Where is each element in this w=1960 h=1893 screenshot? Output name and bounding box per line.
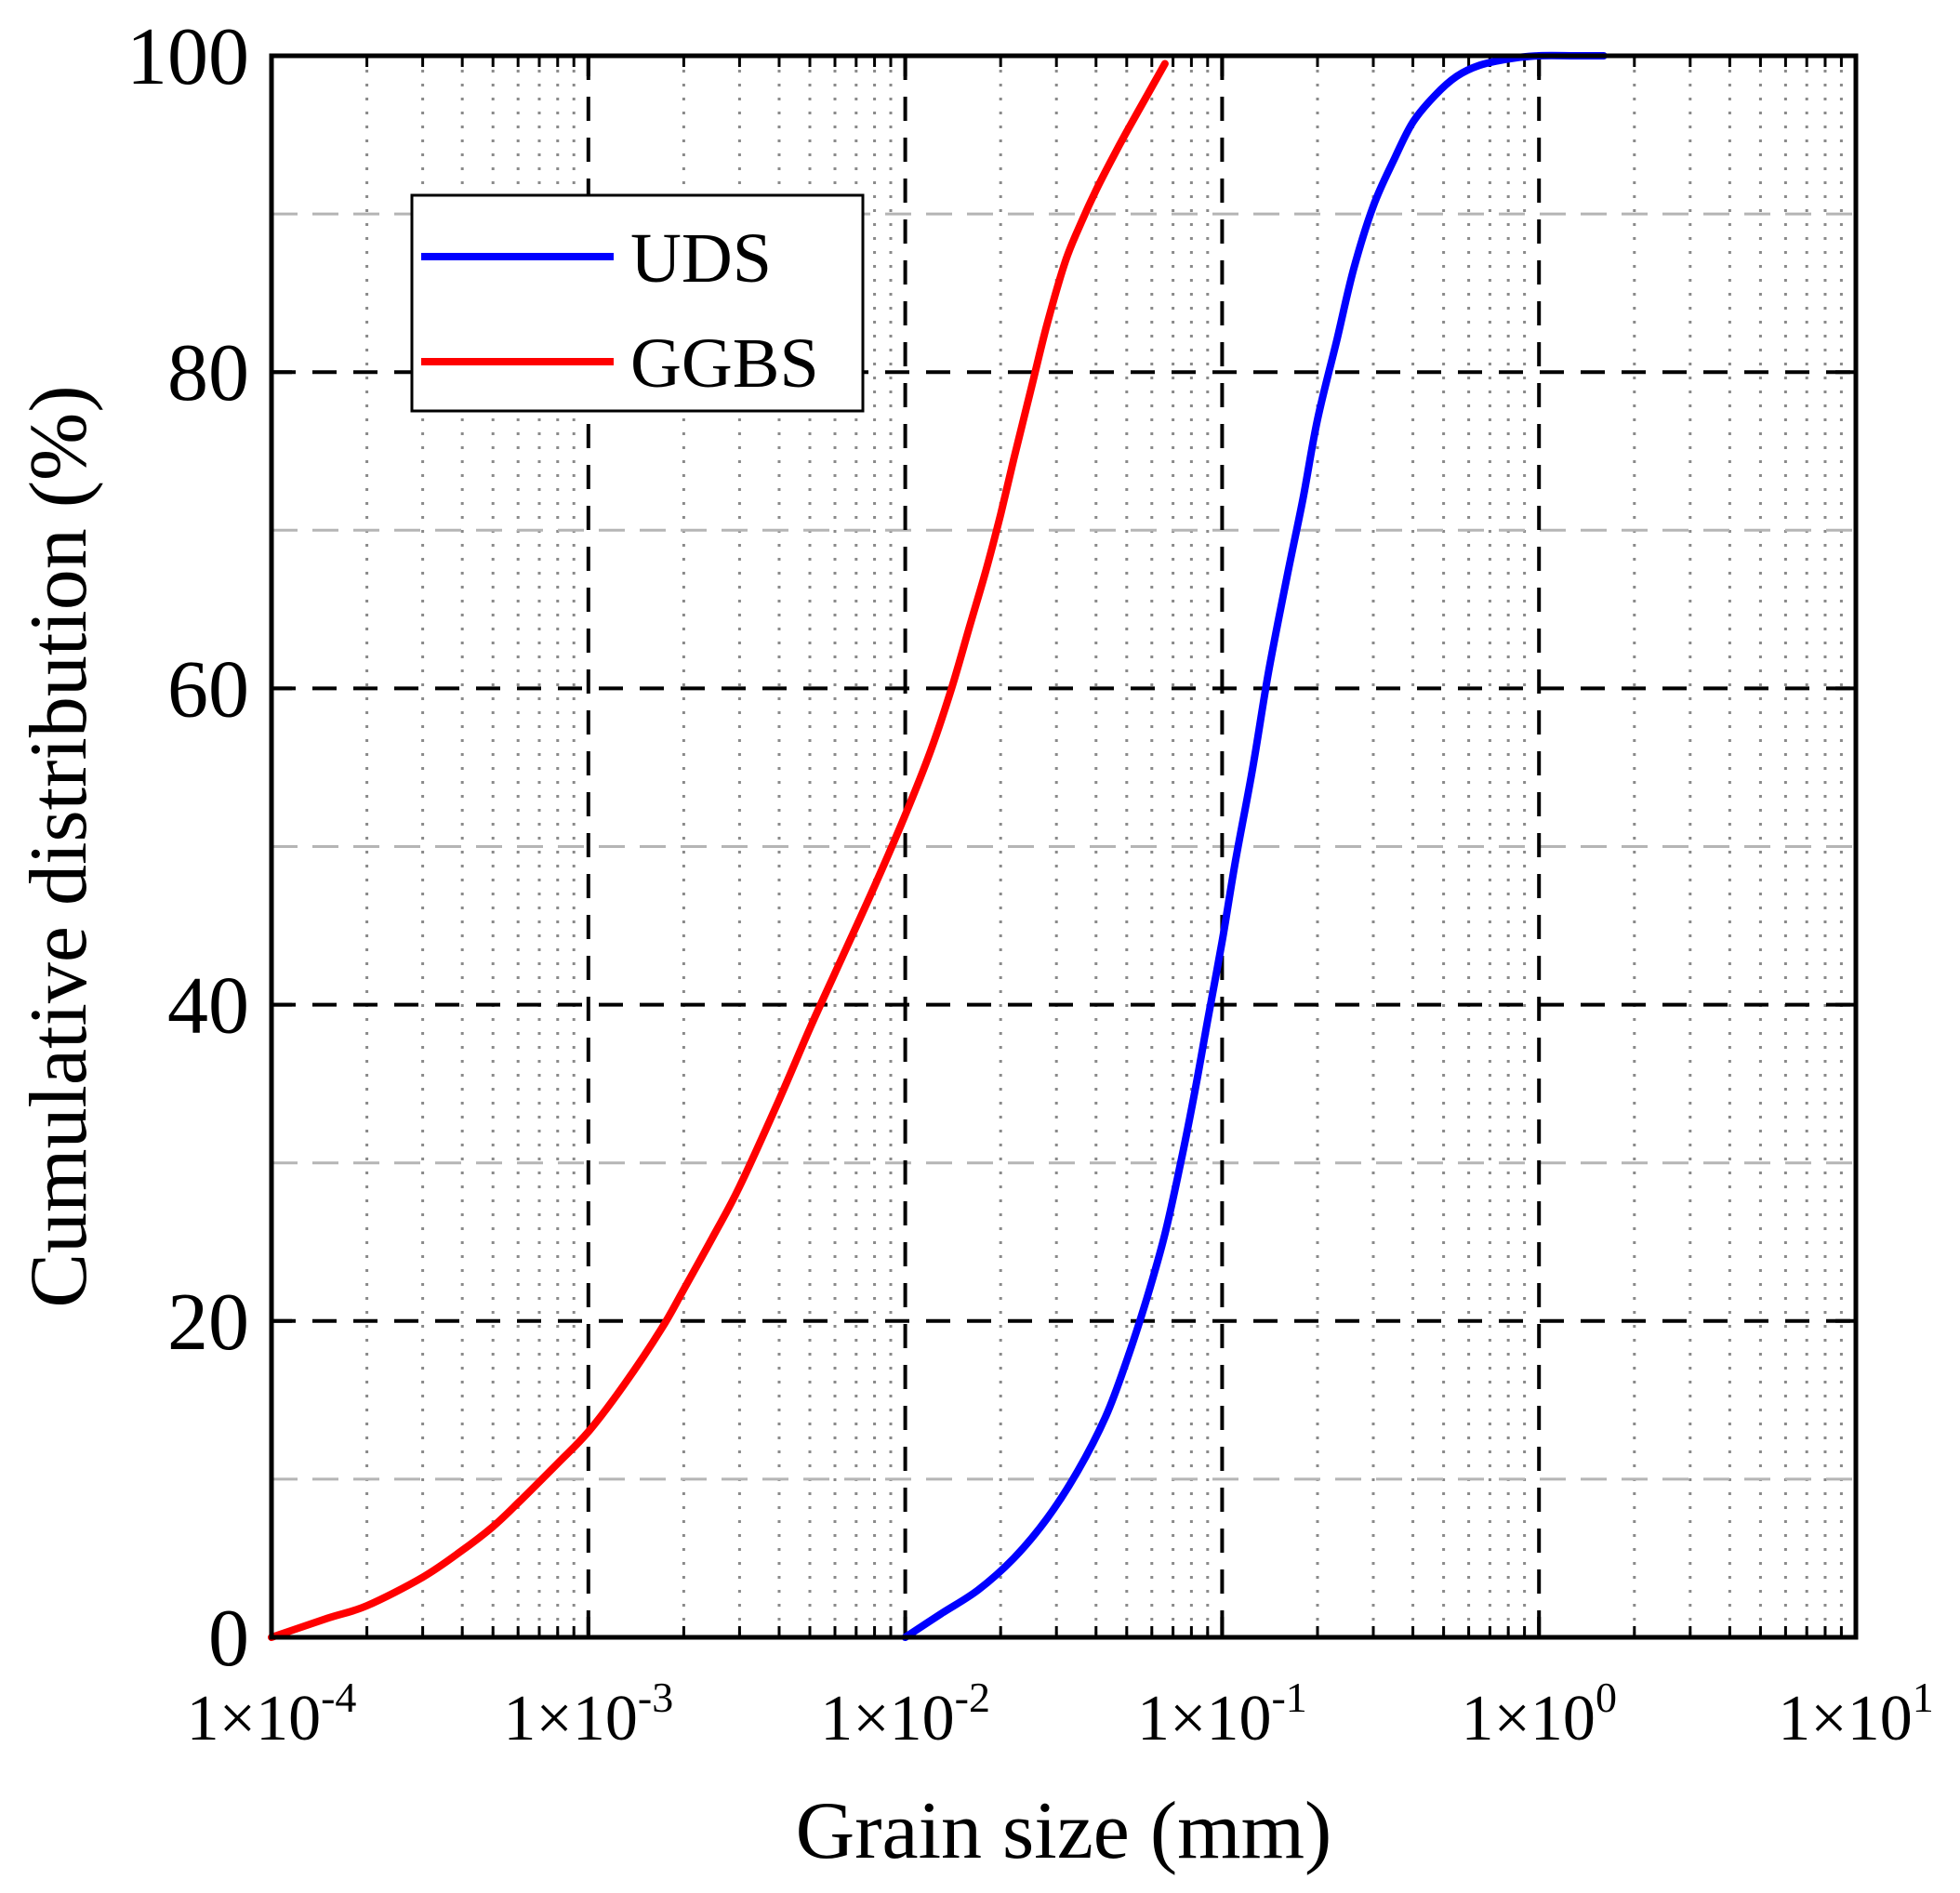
x-tick-label-exponent: 0 (1596, 1674, 1617, 1721)
x-tick-label-exponent: -1 (1271, 1674, 1306, 1721)
chart: 020406080100 1×10-4 1×10-3 1×10-2 1×10-1 1×1… (0, 0, 1960, 1893)
x-tick-label-exponent: -3 (638, 1674, 673, 1721)
x-axis-title: Grain size (mm) (796, 1786, 1332, 1876)
chart-background (0, 0, 1960, 1893)
x-tick-label-exponent: 1 (1913, 1674, 1934, 1721)
x-tick-label: 1×101 (1778, 1674, 1933, 1754)
legend-label-uds: UDS (630, 219, 772, 298)
y-tick-label: 20 (167, 1277, 249, 1368)
x-tick-label-exponent: -2 (955, 1674, 990, 1721)
x-tick-label-mantissa: 1×10 (503, 1683, 637, 1754)
y-tick-label: 100 (126, 12, 249, 102)
legend-label-ggbs: GGBS (630, 324, 819, 403)
x-tick-label-mantissa: 1×10 (1137, 1683, 1271, 1754)
y-tick-label: 40 (167, 961, 249, 1052)
x-tick-label-mantissa: 1×10 (187, 1683, 321, 1754)
y-tick-label: 60 (167, 644, 249, 735)
y-axis-title: Cumulative distribution (%) (14, 385, 104, 1307)
y-tick-label: 80 (167, 328, 249, 418)
legend: UDS GGBS (412, 195, 863, 411)
y-tick-label: 0 (208, 1594, 249, 1684)
x-tick-label-mantissa: 1×10 (1461, 1683, 1595, 1754)
x-tick-label-mantissa: 1×10 (820, 1683, 954, 1754)
x-tick-label-mantissa: 1×10 (1778, 1683, 1912, 1754)
x-tick-label-exponent: -4 (321, 1674, 356, 1721)
x-tick-label: 1×100 (1461, 1674, 1616, 1754)
